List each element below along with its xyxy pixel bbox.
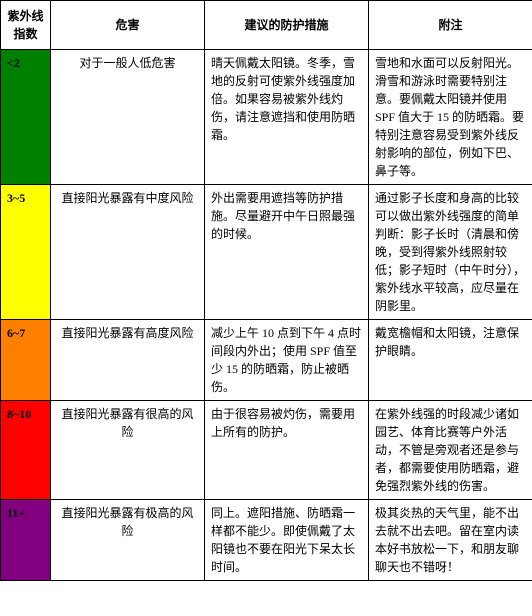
table-header-row: 紫外线指数危害建议的防护措施附注: [1, 1, 532, 50]
measure-cell: 减少上午 10 点到下午 4 点时间段内外出；使用 SPF 值至少 15 的防晒…: [205, 320, 369, 401]
note-cell: 极其炎热的天气里，能不出去就不出去吧。留在室内读本好书放松一下，和朋友聊聊天也不…: [369, 500, 532, 581]
table-row: <2对于一般人低危害晴天佩戴太阳镜。冬季，雪地的反射可使紫外线强度加倍。如果容易…: [1, 50, 532, 185]
header-index: 紫外线指数: [1, 1, 51, 50]
hazard-cell: 对于一般人低危害: [51, 50, 205, 185]
header-measure: 建议的防护措施: [205, 1, 369, 50]
hazard-cell: 直接阳光暴露有中度风险: [51, 185, 205, 320]
table-row: 8~10直接阳光暴露有很高的风险由于很容易被灼伤，需要用上所有的防护。在紫外线强…: [1, 401, 532, 500]
uv-index-cell: 8~10: [1, 401, 51, 500]
hazard-cell: 直接阳光暴露有极高的风险: [51, 500, 205, 581]
uv-index-cell: 6~7: [1, 320, 51, 401]
measure-cell: 同上。遮阳措施、防晒霜一样都不能少。即使佩戴了太阳镜也不要在阳光下呆太长时间。: [205, 500, 369, 581]
hazard-cell: 直接阳光暴露有高度风险: [51, 320, 205, 401]
measure-cell: 由于很容易被灼伤，需要用上所有的防护。: [205, 401, 369, 500]
table-row: 11+直接阳光暴露有极高的风险同上。遮阳措施、防晒霜一样都不能少。即使佩戴了太阳…: [1, 500, 532, 581]
header-note: 附注: [369, 1, 532, 50]
header-hazard: 危害: [51, 1, 205, 50]
hazard-cell: 直接阳光暴露有很高的风险: [51, 401, 205, 500]
measure-cell: 外出需要用遮挡等防护措施。尽量避开中午日照最强的时候。: [205, 185, 369, 320]
uv-index-table: 紫外线指数危害建议的防护措施附注<2对于一般人低危害晴天佩戴太阳镜。冬季，雪地的…: [0, 0, 532, 581]
uv-index-cell: 11+: [1, 500, 51, 581]
table-row: 6~7直接阳光暴露有高度风险减少上午 10 点到下午 4 点时间段内外出；使用 …: [1, 320, 532, 401]
uv-index-cell: <2: [1, 50, 51, 185]
note-cell: 在紫外线强的时段减少诸如园艺、体育比赛等户外活动，不管是旁观者还是参与者，都需要…: [369, 401, 532, 500]
note-cell: 雪地和水面可以反射阳光。滑雪和游泳时需要特别注意。要佩戴太阳镜并使用 SPF 值…: [369, 50, 532, 185]
note-cell: 戴宽檐帽和太阳镜，注意保护眼睛。: [369, 320, 532, 401]
note-cell: 通过影子长度和身高的比较可以做出紫外线强度的简单判断：影子长时（清晨和傍晚，受到…: [369, 185, 532, 320]
table-row: 3~5直接阳光暴露有中度风险外出需要用遮挡等防护措施。尽量避开中午日照最强的时候…: [1, 185, 532, 320]
measure-cell: 晴天佩戴太阳镜。冬季，雪地的反射可使紫外线强度加倍。如果容易被紫外线灼伤，请注意…: [205, 50, 369, 185]
uv-index-cell: 3~5: [1, 185, 51, 320]
